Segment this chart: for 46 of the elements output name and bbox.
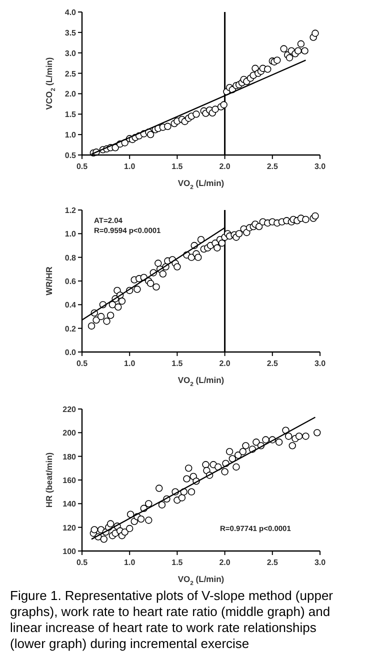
y-tick-label: 0.2 [64, 324, 77, 334]
y-axis-title: HR (beat/min) [44, 452, 54, 508]
x-tick-label: 3.0 [314, 162, 326, 171]
x-axis-title: VO$_{2}$ (L/min) [178, 574, 224, 587]
y-tick-label: 2.0 [64, 90, 77, 99]
x-tick-label: 1.0 [124, 558, 136, 567]
y-tick-label: 0.0 [64, 348, 77, 357]
x-tick-label: 2.5 [266, 359, 279, 368]
x-tick-label: 2.5 [266, 162, 279, 171]
x-tick-label: 3.0 [314, 359, 326, 368]
y-tick-label: 1.0 [64, 130, 77, 140]
y-tick-label: 2.5 [64, 69, 77, 78]
y-tick-label: 3.5 [64, 28, 77, 38]
y-tick-label: 1.5 [64, 110, 77, 120]
y-tick-label: 0.4 [64, 300, 77, 310]
y-tick-label: 180 [62, 452, 77, 462]
x-tick-label: 1.5 [172, 359, 184, 368]
x-tick-label: 3.0 [314, 558, 326, 567]
y-tick-label: 4.0 [64, 8, 77, 17]
y-tick-label: 220 [62, 405, 77, 414]
y-tick-label: 100 [62, 547, 77, 556]
y-tick-label: 120 [62, 523, 77, 532]
y-axis-title: WR/HR [44, 266, 54, 296]
y-tick-label: 0.8 [64, 253, 77, 262]
x-axis-title: VO$_{2}$ (L/min) [178, 375, 224, 388]
caption: Figure 1. Representative plots of V-slope method (upper graphs), work rate to heart rate ratio (middle graph) and linear increase of heart rate to work rate relationships (lower graph) during incremental exercise [10, 588, 334, 651]
x-tick-label: 0.5 [76, 359, 88, 368]
y-tick-label: 160 [62, 476, 77, 485]
x-tick-label: 1.5 [172, 558, 184, 567]
x-tick-label: 2.0 [219, 162, 231, 171]
y-tick-label: 1.0 [64, 230, 77, 239]
x-tick-label: 2.0 [219, 359, 231, 368]
x-tick-label: 2.5 [266, 558, 279, 567]
y-tick-label: 3.0 [64, 48, 77, 58]
y-tick-label: 0.5 [64, 151, 77, 160]
x-tick-label: 1.0 [124, 359, 136, 368]
y-tick-label: 140 [62, 500, 77, 509]
x-tick-label: 0.5 [76, 558, 88, 567]
x-tick-label: 2.0 [219, 558, 231, 567]
x-tick-label: 1.5 [172, 162, 184, 171]
x-axis-title: VO$_{2}$ (L/min) [178, 178, 224, 191]
x-tick-label: 1.0 [124, 162, 136, 171]
y-tick-label: 1.2 [64, 206, 77, 215]
y-tick-label: 0.6 [64, 277, 77, 286]
y-tick-label: 200 [62, 428, 77, 438]
x-tick-label: 0.5 [76, 162, 88, 171]
